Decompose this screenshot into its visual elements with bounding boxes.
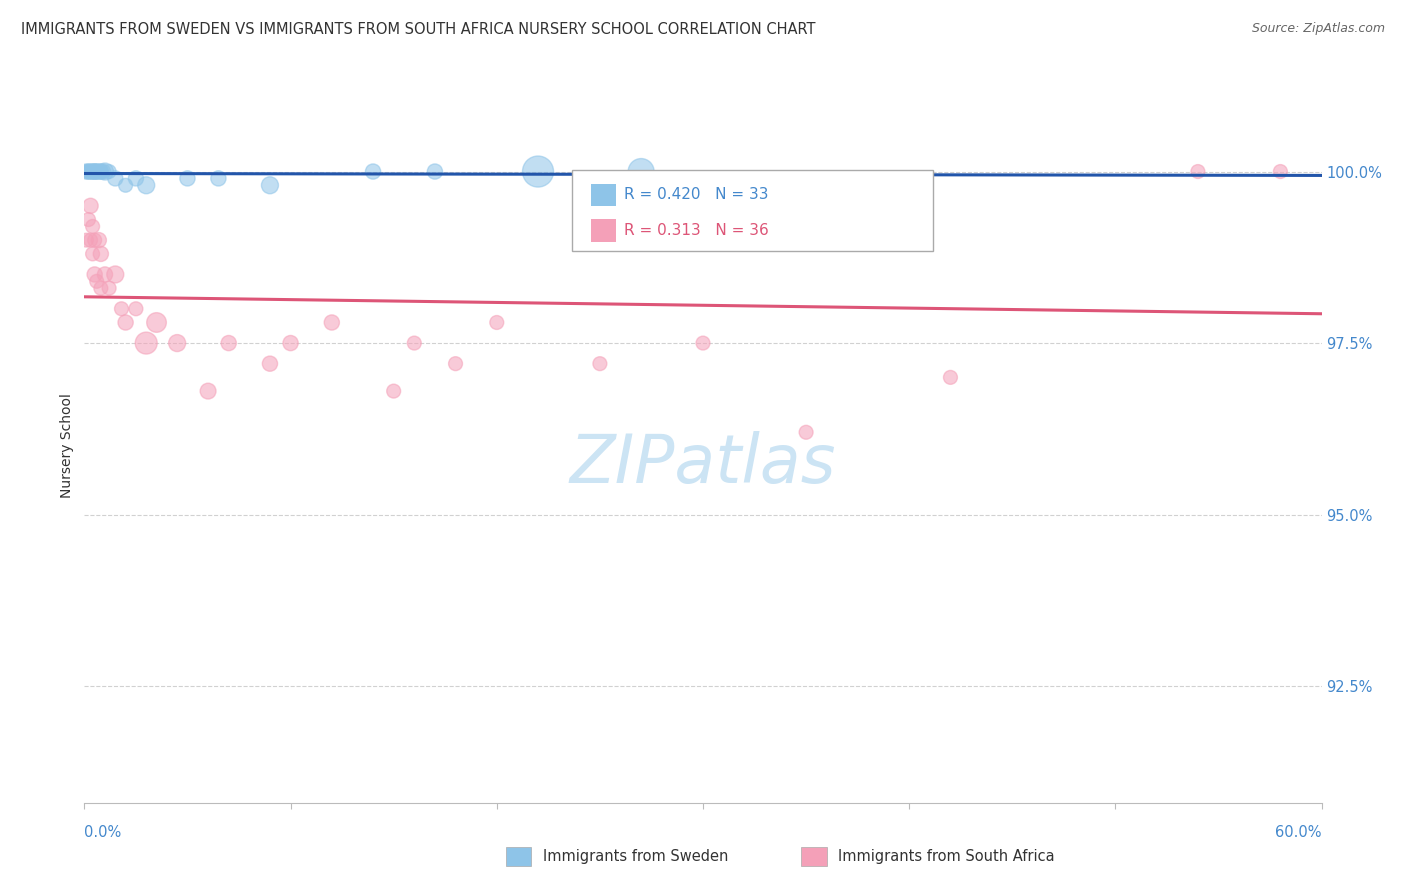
Text: IMMIGRANTS FROM SWEDEN VS IMMIGRANTS FROM SOUTH AFRICA NURSERY SCHOOL CORRELATIO: IMMIGRANTS FROM SWEDEN VS IMMIGRANTS FRO… xyxy=(21,22,815,37)
Text: Source: ZipAtlas.com: Source: ZipAtlas.com xyxy=(1251,22,1385,36)
Point xyxy=(79,164,101,178)
Point xyxy=(77,212,100,227)
Point xyxy=(94,164,117,178)
Point xyxy=(444,357,467,371)
Point xyxy=(82,247,104,261)
Point xyxy=(83,233,105,247)
Point xyxy=(1187,164,1209,178)
Point xyxy=(104,268,127,282)
Point xyxy=(82,219,104,234)
Point xyxy=(135,178,157,193)
Point xyxy=(82,164,104,178)
Text: 60.0%: 60.0% xyxy=(1275,825,1322,840)
Point xyxy=(404,336,426,351)
Point xyxy=(135,336,157,351)
Point xyxy=(75,164,97,178)
Point xyxy=(75,233,97,247)
Point xyxy=(90,164,112,178)
Point xyxy=(91,164,114,178)
Point xyxy=(145,316,167,330)
Point xyxy=(83,164,105,178)
Point xyxy=(87,164,110,178)
Point xyxy=(79,164,101,178)
Point xyxy=(794,425,817,440)
Point xyxy=(86,274,108,288)
Point xyxy=(79,233,101,247)
Point xyxy=(87,164,110,178)
Point xyxy=(218,336,240,351)
Point xyxy=(382,384,405,398)
Point xyxy=(259,357,281,371)
Text: ZIPatlas: ZIPatlas xyxy=(569,431,837,497)
Point xyxy=(423,164,446,178)
Point xyxy=(82,164,104,178)
Point xyxy=(114,178,136,193)
Point xyxy=(90,164,112,178)
Text: 0.0%: 0.0% xyxy=(84,825,121,840)
Text: Immigrants from Sweden: Immigrants from Sweden xyxy=(543,849,728,863)
Point xyxy=(114,316,136,330)
Point xyxy=(527,164,550,178)
Point xyxy=(939,370,962,384)
Point xyxy=(259,178,281,193)
Point xyxy=(90,247,112,261)
Point xyxy=(176,171,198,186)
Point xyxy=(125,301,148,316)
Point xyxy=(110,301,132,316)
Point xyxy=(98,281,121,295)
Point xyxy=(589,357,612,371)
Point xyxy=(83,164,105,178)
Point xyxy=(87,233,110,247)
Text: R = 0.420   N = 33: R = 0.420 N = 33 xyxy=(624,187,769,202)
Text: Immigrants from South Africa: Immigrants from South Africa xyxy=(838,849,1054,863)
Point xyxy=(79,164,101,178)
Point xyxy=(94,268,117,282)
Point xyxy=(197,384,219,398)
Point xyxy=(321,316,343,330)
Point xyxy=(90,281,112,295)
Point xyxy=(82,164,104,178)
Point xyxy=(125,171,148,186)
Point xyxy=(207,171,229,186)
Point xyxy=(166,336,188,351)
Point xyxy=(83,268,105,282)
Text: R = 0.313   N = 36: R = 0.313 N = 36 xyxy=(624,223,769,238)
Point xyxy=(1270,164,1292,178)
Point xyxy=(77,164,100,178)
Point xyxy=(86,164,108,178)
Point xyxy=(79,199,101,213)
Point xyxy=(485,316,508,330)
Y-axis label: Nursery School: Nursery School xyxy=(60,393,75,499)
Point xyxy=(86,164,108,178)
Point xyxy=(77,164,100,178)
Point xyxy=(98,164,121,178)
Point xyxy=(104,171,127,186)
Point xyxy=(86,164,108,178)
Point xyxy=(361,164,384,178)
Point xyxy=(280,336,302,351)
Point xyxy=(692,336,714,351)
Point xyxy=(630,164,652,178)
Point xyxy=(83,164,105,178)
